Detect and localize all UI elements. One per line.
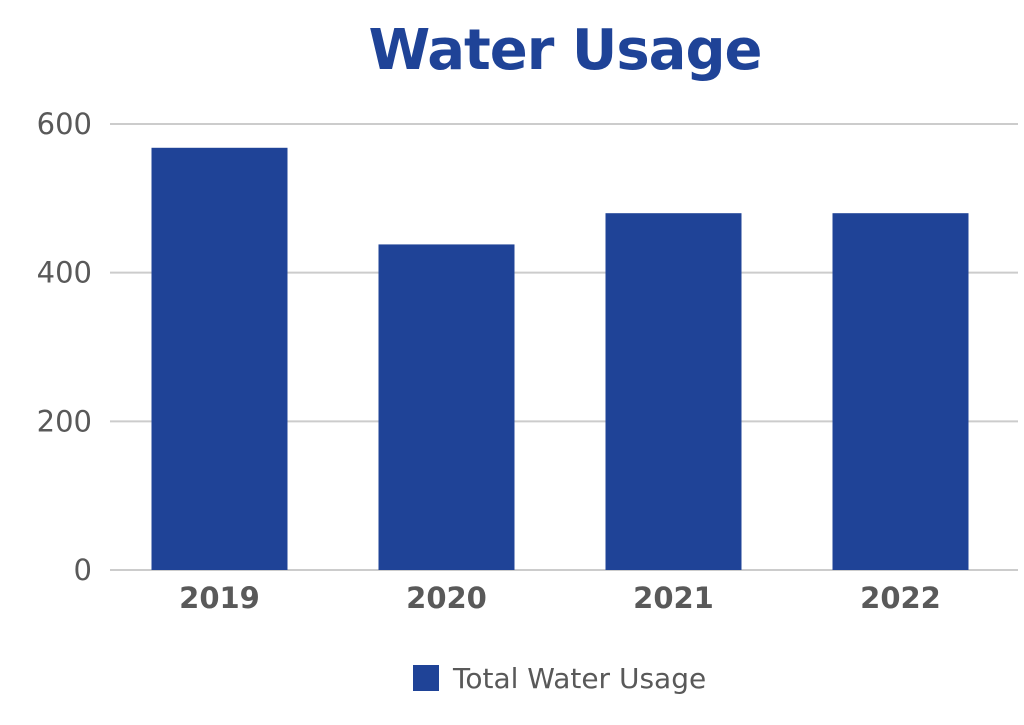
legend-label: Total Water Usage — [453, 661, 707, 695]
x-tick-label: 2022 — [860, 581, 941, 615]
bar-2022 — [832, 213, 969, 570]
y-tick-label: 0 — [74, 553, 92, 587]
chart-title: Water Usage — [368, 18, 762, 83]
bar-2020 — [378, 244, 515, 571]
legend-swatch — [413, 665, 439, 691]
x-tick-label: 2021 — [633, 581, 714, 615]
bar-2021 — [605, 213, 742, 570]
x-tick-label: 2019 — [179, 581, 260, 615]
bar-2019 — [151, 147, 288, 570]
y-tick-label: 600 — [37, 107, 92, 141]
x-tick-label: 2020 — [406, 581, 487, 615]
bars — [151, 147, 969, 571]
x-axis-ticks: 2019 2020 2021 2022 — [179, 581, 941, 615]
y-axis-ticks: 0 200 400 600 — [37, 107, 92, 587]
legend: Total Water Usage — [413, 660, 706, 696]
y-tick-label: 200 — [37, 404, 92, 438]
y-tick-label: 400 — [37, 256, 92, 290]
